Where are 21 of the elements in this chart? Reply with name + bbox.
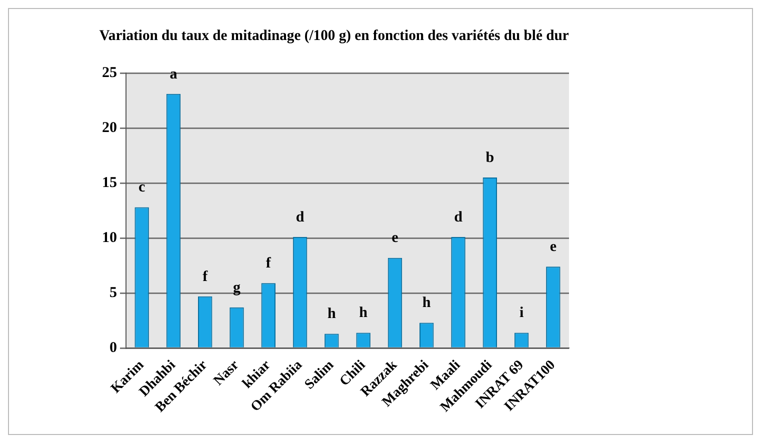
data-label: i [519, 305, 524, 322]
y-tick-label: 10 [102, 230, 117, 246]
data-label: d [454, 209, 464, 226]
data-label: h [359, 305, 368, 322]
data-label: d [296, 209, 305, 226]
data-label: h [328, 306, 337, 322]
data-label: g [233, 280, 241, 296]
data-label: f [266, 256, 272, 272]
y-tick-label: 25 [102, 64, 117, 81]
y-tick-label: 15 [102, 174, 117, 191]
data-label: h [422, 295, 432, 312]
data-label: e [550, 239, 557, 256]
y-tick-label: 0 [110, 340, 117, 356]
data-label: e [392, 230, 399, 246]
data-label: c [138, 180, 146, 196]
chart-title: Variation du taux de mitadinage (/100 g) en fonction des variétés du blé dur [99, 28, 570, 44]
data-label: f [202, 268, 209, 285]
y-tick-label: 20 [102, 120, 117, 136]
y-tick-label: 5 [110, 284, 117, 301]
data-label: b [486, 150, 494, 166]
data-label: a [170, 66, 178, 82]
